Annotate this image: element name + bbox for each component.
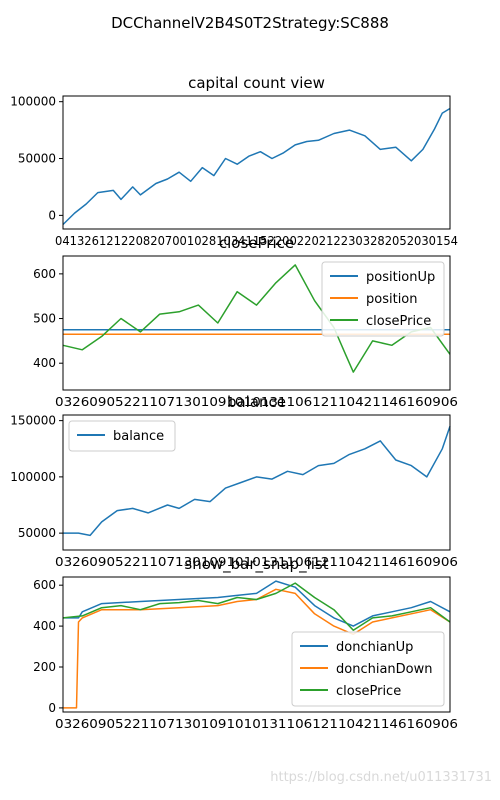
chart-title: balance (227, 393, 286, 411)
y-tick-label: 50000 (18, 526, 56, 540)
y-tick-label: 50000 (18, 152, 56, 166)
legend-label: position (366, 292, 418, 307)
series-line (62, 582, 451, 631)
chart-panel-2: 400 500 600 0326090522110713010910101311061… (33, 234, 458, 409)
chart-panel-1: 0 50000 100000 0413261212208207001028103411… (10, 74, 458, 248)
chart-title: show_bar_snap_list (184, 555, 328, 574)
legend-box (68, 420, 176, 452)
chart-title: closePrice (219, 234, 294, 252)
legend-label: donchianDown (336, 662, 432, 677)
y-tick-label: 400 (33, 356, 56, 370)
y-tick-label: 0 (48, 701, 56, 715)
axes-frame (62, 255, 451, 391)
series-line (63, 588, 451, 709)
series-line (62, 264, 451, 373)
legend-label: closePrice (336, 684, 401, 699)
x-tick-labels: 0326090522110713010910101311061211042114… (55, 717, 458, 731)
legend-label: balance (113, 429, 164, 444)
x-tick-labels: 0413261212208207001028103411522002202122… (55, 234, 458, 248)
axes-frame (62, 95, 451, 230)
y-tick-label: 100000 (10, 95, 56, 109)
y-tick-label: 400 (33, 619, 56, 633)
y-tick-label: 0 (48, 208, 56, 222)
y-tick-label: 600 (33, 578, 56, 592)
legend-box (291, 631, 445, 707)
y-tick-label: 200 (33, 660, 56, 674)
chart-panel-3: 50000 100000 150000 03260905221107130109101… (10, 393, 458, 569)
chart-panel-4: 0 200 400 600 032609052211071301091010131106… (33, 555, 458, 731)
legend-label: closePrice (366, 314, 431, 329)
x-tick-labels: 0326090522110713010910101311061211042114… (55, 555, 458, 569)
legend-label: donchianUp (336, 640, 413, 655)
axes-frame (62, 576, 451, 713)
legend-box (321, 261, 445, 337)
series-line (63, 580, 451, 627)
legend: donchianUp donchianDown closePrice (291, 631, 445, 707)
y-tick-label: 150000 (10, 414, 56, 428)
series-line (63, 426, 451, 537)
series-line (62, 107, 451, 226)
y-tick-label: 500 (33, 312, 56, 326)
figure-title: DCChannelV2B4S0T2Strategy:SC888 (111, 14, 389, 32)
legend-label: positionUp (366, 270, 435, 285)
chart-title: capital count view (188, 74, 325, 92)
y-tick-label: 600 (33, 267, 56, 281)
watermark: https://blog.csdn.net/u011331731 (270, 770, 492, 785)
legend: balance (68, 420, 176, 452)
legend: positionUp position closePrice (321, 261, 445, 337)
x-tick-labels: 0326090522110713010910101311061211042114… (55, 395, 458, 409)
axes-frame (62, 414, 451, 551)
y-tick-label: 100000 (10, 470, 56, 484)
